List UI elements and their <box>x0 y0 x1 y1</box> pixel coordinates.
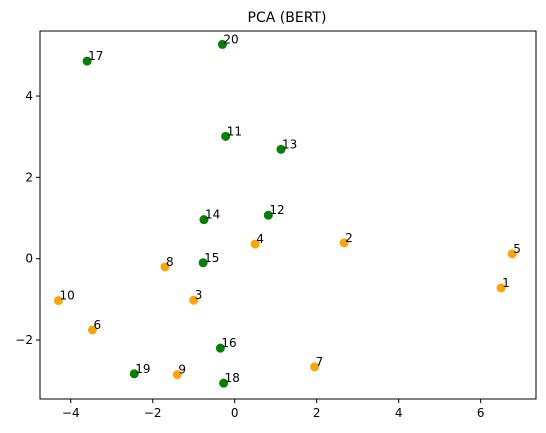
x-axis: −4 −2 0 2 4 6 <box>62 399 485 420</box>
data-point-16 <box>215 343 225 353</box>
data-point-20 <box>217 39 227 49</box>
point-label-19: 19 <box>135 362 150 376</box>
point-label-18: 18 <box>225 371 240 385</box>
data-point-14 <box>199 215 209 225</box>
data-point-4 <box>250 239 260 249</box>
data-point-12 <box>263 210 273 220</box>
point-label-8: 8 <box>166 255 174 269</box>
data-point-17 <box>82 56 92 66</box>
x-tick-label: 0 <box>231 406 239 420</box>
x-tick-label: 2 <box>313 406 321 420</box>
data-point-3 <box>189 295 199 305</box>
point-label-4: 4 <box>256 232 264 246</box>
data-point-7 <box>310 362 320 372</box>
data-point-6 <box>87 325 97 335</box>
y-tick-label: 2 <box>25 170 33 184</box>
point-label-15: 15 <box>204 251 219 265</box>
point-label-16: 16 <box>221 336 236 350</box>
data-point-11 <box>221 131 231 141</box>
point-label-3: 3 <box>195 288 203 302</box>
data-point-19 <box>129 369 139 379</box>
data-point-10 <box>53 296 63 306</box>
point-label-5: 5 <box>513 242 521 256</box>
point-label-12: 12 <box>269 203 284 217</box>
x-tick-label: 4 <box>395 406 403 420</box>
y-tick-label: 0 <box>25 252 33 266</box>
point-label-14: 14 <box>205 208 220 222</box>
data-point-1 <box>496 283 506 293</box>
point-label-9: 9 <box>178 363 186 377</box>
point-label-1: 1 <box>502 276 510 290</box>
x-tick-label: −2 <box>144 406 162 420</box>
data-point-9 <box>172 370 182 380</box>
data-point-18 <box>219 378 229 388</box>
y-tick-label: −2 <box>15 333 33 347</box>
point-label-6: 6 <box>93 318 101 332</box>
point-label-20: 20 <box>223 32 238 46</box>
point-label-2: 2 <box>345 231 353 245</box>
data-point-2 <box>339 238 349 248</box>
point-label-10: 10 <box>59 289 74 303</box>
axes-frame <box>39 30 537 400</box>
y-axis: −2 0 2 4 <box>15 89 40 347</box>
point-label-11: 11 <box>227 124 242 138</box>
data-point-5 <box>507 249 517 259</box>
x-tick-label: −4 <box>62 406 80 420</box>
point-label-13: 13 <box>282 137 297 151</box>
data-point-13 <box>276 144 286 154</box>
point-label-17: 17 <box>88 49 103 63</box>
data-point-8 <box>160 262 170 272</box>
point-label-7: 7 <box>316 355 324 369</box>
data-point-15 <box>198 258 208 268</box>
x-tick-label: 6 <box>477 406 485 420</box>
chart-title: PCA (BERT) <box>248 10 327 26</box>
y-tick-label: 4 <box>25 89 33 103</box>
